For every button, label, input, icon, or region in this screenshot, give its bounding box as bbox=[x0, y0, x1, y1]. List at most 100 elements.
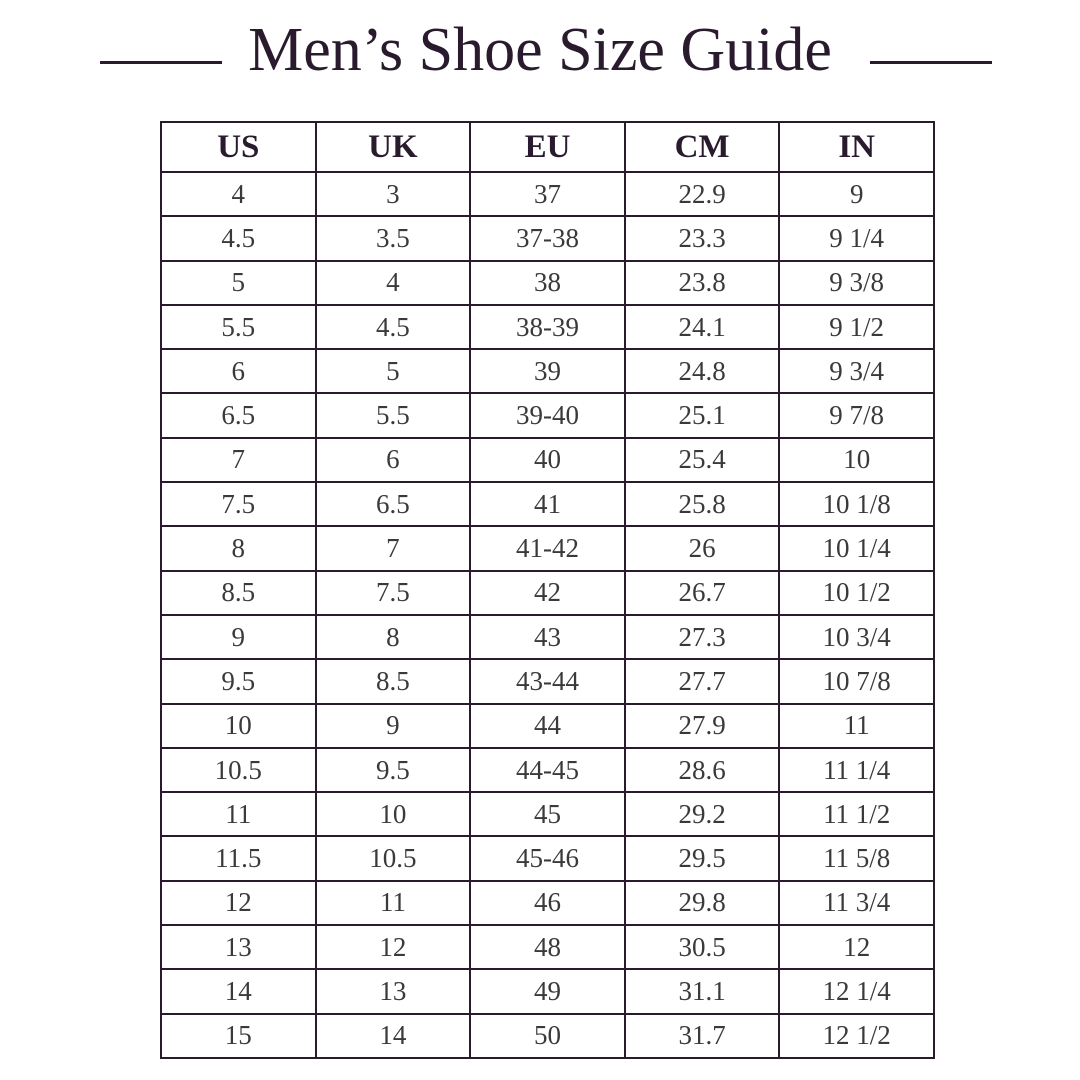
cell-us: 12 bbox=[160, 879, 317, 927]
cell-cm: 26 bbox=[623, 525, 781, 572]
cell-us: 11.5 bbox=[160, 835, 317, 882]
cell-in: 10 bbox=[778, 436, 935, 484]
cell-in: 10 1/8 bbox=[778, 481, 935, 528]
cell-us: 6.5 bbox=[160, 392, 317, 439]
title-section: Men’s Shoe Size Guide bbox=[0, 10, 1080, 94]
cell-eu: 39-40 bbox=[469, 392, 626, 439]
cell-in: 12 1/4 bbox=[778, 968, 935, 1015]
cell-in: 11 1/4 bbox=[778, 746, 935, 794]
cell-in: 10 1/2 bbox=[778, 569, 935, 616]
cell-us: 11 bbox=[160, 791, 317, 838]
table-row: 8.5 7.5 42 26.7 10 1/2 bbox=[160, 569, 935, 616]
table-row: 4 3 37 22.9 9 bbox=[160, 170, 935, 218]
cell-cm: 23.3 bbox=[623, 215, 781, 262]
cell-in: 11 1/2 bbox=[778, 791, 935, 838]
cell-in: 9 3/8 bbox=[778, 259, 935, 306]
cell-cm: 22.9 bbox=[623, 170, 781, 218]
cell-eu: 50 bbox=[469, 1012, 626, 1059]
cell-uk: 3 bbox=[314, 170, 472, 218]
cell-eu: 45 bbox=[469, 791, 626, 838]
cell-eu: 43 bbox=[469, 613, 626, 661]
table-header-row: US UK EU CM IN bbox=[160, 121, 935, 173]
cell-cm: 26.7 bbox=[623, 569, 781, 616]
cell-us: 14 bbox=[160, 968, 317, 1015]
cell-cm: 27.9 bbox=[623, 702, 781, 749]
cell-cm: 24.1 bbox=[623, 303, 781, 351]
cell-in: 9 1/2 bbox=[778, 303, 935, 351]
cell-cm: 24.8 bbox=[623, 348, 781, 395]
cell-us: 9 bbox=[160, 613, 317, 661]
cell-us: 7.5 bbox=[160, 481, 317, 528]
cell-uk: 9.5 bbox=[314, 746, 472, 794]
table-row: 10.5 9.5 44-45 28.6 11 1/4 bbox=[160, 746, 935, 794]
cell-uk: 8.5 bbox=[314, 658, 472, 705]
table-row: 10 9 44 27.9 11 bbox=[160, 702, 935, 749]
cell-us: 5 bbox=[160, 259, 317, 306]
cell-uk: 10.5 bbox=[314, 835, 472, 882]
title-rule-left bbox=[100, 61, 222, 64]
cell-eu: 44 bbox=[469, 702, 626, 749]
cell-us: 15 bbox=[160, 1012, 317, 1059]
table-row: 14 13 49 31.1 12 1/4 bbox=[160, 968, 935, 1015]
page-title: Men’s Shoe Size Guide bbox=[248, 16, 832, 84]
cell-uk: 6.5 bbox=[314, 481, 472, 528]
cell-uk: 3.5 bbox=[314, 215, 472, 262]
column-header-eu: EU bbox=[469, 121, 626, 173]
cell-eu: 44-45 bbox=[469, 746, 626, 794]
cell-cm: 25.8 bbox=[623, 481, 781, 528]
cell-eu: 48 bbox=[469, 924, 626, 971]
cell-us: 4 bbox=[160, 170, 317, 218]
cell-in: 10 3/4 bbox=[778, 613, 935, 661]
cell-in: 11 bbox=[778, 702, 935, 749]
cell-in: 9 7/8 bbox=[778, 392, 935, 439]
cell-eu: 46 bbox=[469, 879, 626, 927]
title-rule-right bbox=[870, 61, 992, 64]
cell-cm: 27.3 bbox=[623, 613, 781, 661]
column-header-us: US bbox=[160, 121, 317, 173]
table-row: 9 8 43 27.3 10 3/4 bbox=[160, 613, 935, 661]
table-row: 11 10 45 29.2 11 1/2 bbox=[160, 791, 935, 838]
table-row: 6.5 5.5 39-40 25.1 9 7/8 bbox=[160, 392, 935, 439]
cell-uk: 6 bbox=[314, 436, 472, 484]
table-body: 4 3 37 22.9 9 4.5 3.5 37-38 23.3 9 1/4 5 4 38 23.8 9 3… bbox=[160, 170, 935, 1059]
cell-uk: 10 bbox=[314, 791, 472, 838]
cell-us: 6 bbox=[160, 348, 317, 395]
cell-in: 9 bbox=[778, 170, 935, 218]
cell-uk: 7 bbox=[314, 525, 472, 572]
cell-uk: 7.5 bbox=[314, 569, 472, 616]
cell-in: 12 bbox=[778, 924, 935, 971]
cell-uk: 12 bbox=[314, 924, 472, 971]
cell-cm: 30.5 bbox=[623, 924, 781, 971]
cell-in: 12 1/2 bbox=[778, 1012, 935, 1059]
cell-in: 10 1/4 bbox=[778, 525, 935, 572]
cell-uk: 11 bbox=[314, 879, 472, 927]
cell-us: 10 bbox=[160, 702, 317, 749]
cell-uk: 5.5 bbox=[314, 392, 472, 439]
cell-uk: 14 bbox=[314, 1012, 472, 1059]
cell-eu: 43-44 bbox=[469, 658, 626, 705]
table-row: 5 4 38 23.8 9 3/8 bbox=[160, 259, 935, 306]
cell-in: 10 7/8 bbox=[778, 658, 935, 705]
cell-us: 10.5 bbox=[160, 746, 317, 794]
cell-cm: 29.8 bbox=[623, 879, 781, 927]
size-table: US UK EU CM IN 4 3 37 22.9 9 4.5 3.5 37-38 23.3 9 1/4… bbox=[160, 121, 935, 1059]
column-header-in: IN bbox=[778, 121, 935, 173]
cell-eu: 37-38 bbox=[469, 215, 626, 262]
table-row: 4.5 3.5 37-38 23.3 9 1/4 bbox=[160, 215, 935, 262]
table-row: 6 5 39 24.8 9 3/4 bbox=[160, 348, 935, 395]
cell-uk: 13 bbox=[314, 968, 472, 1015]
cell-eu: 39 bbox=[469, 348, 626, 395]
table-row: 9.5 8.5 43-44 27.7 10 7/8 bbox=[160, 658, 935, 705]
cell-us: 8 bbox=[160, 525, 317, 572]
cell-eu: 40 bbox=[469, 436, 626, 484]
cell-us: 4.5 bbox=[160, 215, 317, 262]
cell-in: 11 5/8 bbox=[778, 835, 935, 882]
cell-eu: 45-46 bbox=[469, 835, 626, 882]
cell-cm: 28.6 bbox=[623, 746, 781, 794]
cell-us: 13 bbox=[160, 924, 317, 971]
cell-eu: 42 bbox=[469, 569, 626, 616]
cell-in: 11 3/4 bbox=[778, 879, 935, 927]
cell-eu: 41 bbox=[469, 481, 626, 528]
table-row: 15 14 50 31.7 12 1/2 bbox=[160, 1012, 935, 1059]
cell-cm: 31.7 bbox=[623, 1012, 781, 1059]
